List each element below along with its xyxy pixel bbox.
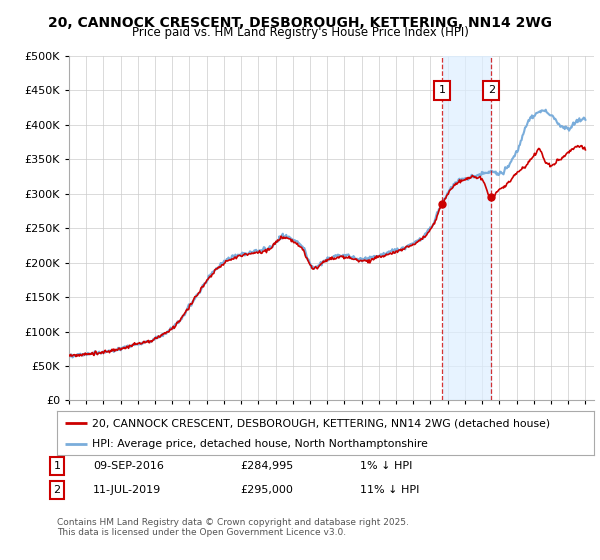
Text: 09-SEP-2016: 09-SEP-2016 (93, 461, 164, 471)
Text: £295,000: £295,000 (240, 485, 293, 495)
Text: Contains HM Land Registry data © Crown copyright and database right 2025.
This d: Contains HM Land Registry data © Crown c… (57, 518, 409, 538)
Text: 1: 1 (439, 86, 446, 95)
Text: 1: 1 (53, 461, 61, 471)
Text: 2: 2 (488, 86, 495, 95)
Text: 20, CANNOCK CRESCENT, DESBOROUGH, KETTERING, NN14 2WG: 20, CANNOCK CRESCENT, DESBOROUGH, KETTER… (48, 16, 552, 30)
Text: 11-JUL-2019: 11-JUL-2019 (93, 485, 161, 495)
Text: £284,995: £284,995 (240, 461, 293, 471)
Text: 1% ↓ HPI: 1% ↓ HPI (360, 461, 412, 471)
Text: 20, CANNOCK CRESCENT, DESBOROUGH, KETTERING, NN14 2WG (detached house): 20, CANNOCK CRESCENT, DESBOROUGH, KETTER… (92, 418, 550, 428)
Text: HPI: Average price, detached house, North Northamptonshire: HPI: Average price, detached house, Nort… (92, 439, 428, 449)
Text: Price paid vs. HM Land Registry's House Price Index (HPI): Price paid vs. HM Land Registry's House … (131, 26, 469, 39)
Text: 11% ↓ HPI: 11% ↓ HPI (360, 485, 419, 495)
Text: 2: 2 (53, 485, 61, 495)
